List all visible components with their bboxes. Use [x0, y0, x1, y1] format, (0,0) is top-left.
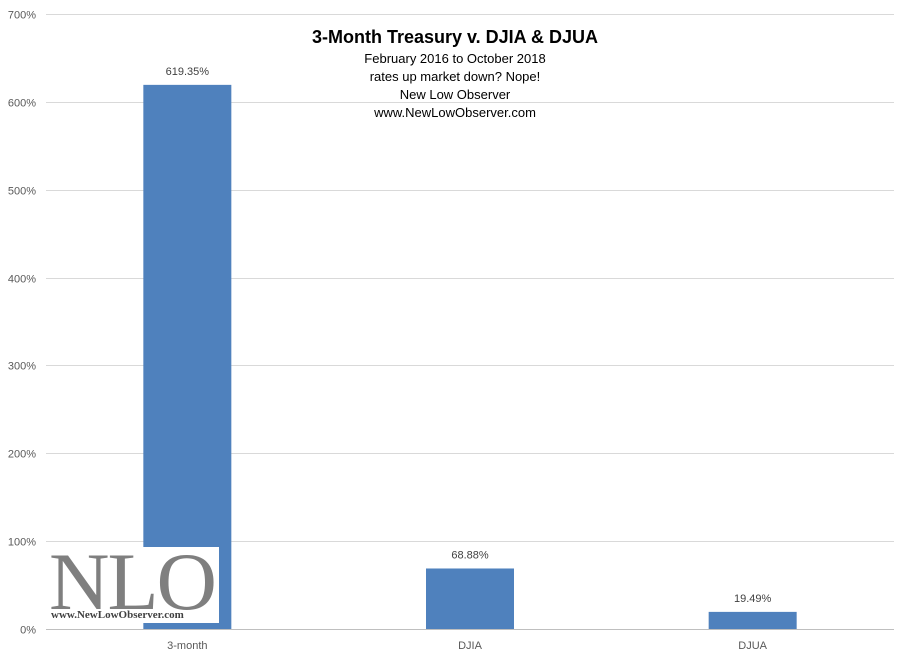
bar-3-month: [143, 84, 232, 629]
data-label: 68.88%: [451, 549, 489, 561]
y-tick-label: 100%: [8, 537, 36, 549]
data-label: 19.49%: [734, 593, 772, 605]
y-tick-label: 700%: [8, 10, 36, 22]
chart-subtitle-line-4: www.NewLowObserver.com: [373, 105, 536, 120]
y-tick-label: 400%: [8, 274, 36, 286]
chart-subtitle-line-2: rates up market down? Nope!: [370, 69, 541, 84]
data-label: 619.35%: [166, 66, 210, 78]
chart-subtitle-line-3: New Low Observer: [400, 87, 511, 102]
logo-background: [46, 547, 219, 623]
y-tick-label: 0%: [20, 625, 36, 637]
label-layer: 0% 100% 200% 300% 400% 500% 600% 700% 619.35% 3-m…: [8, 10, 772, 653]
chart-subtitle-line-1: February 2016 to October 2018: [364, 51, 545, 66]
chart-title: 3-Month Treasury v. DJIA & DJUA: [312, 27, 598, 47]
y-tick-label: 600%: [8, 98, 36, 110]
y-tick-label: 300%: [8, 361, 36, 373]
bar-djia: [426, 568, 514, 629]
x-category-label: DJIA: [458, 640, 483, 652]
bar-layer: [143, 84, 797, 629]
logo-text: NLO: [49, 536, 215, 627]
nlo-logo-watermark: NLO www.NewLowObserver.com: [46, 536, 219, 627]
x-category-label: DJUA: [738, 640, 767, 652]
y-tick-label: 500%: [8, 186, 36, 198]
logo-url: www.NewLowObserver.com: [51, 609, 184, 621]
x-category-label: 3-month: [167, 640, 207, 652]
bar-djua: [708, 611, 797, 629]
y-tick-label: 200%: [8, 449, 36, 461]
